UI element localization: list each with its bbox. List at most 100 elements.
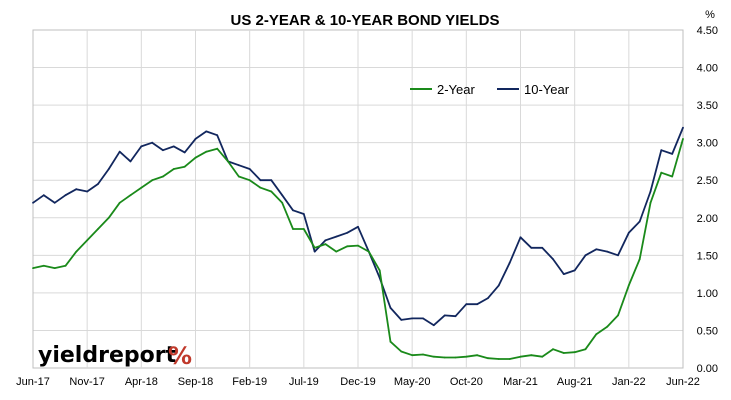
data-point-2-year <box>129 194 132 197</box>
y-tick-label: 1.00 <box>697 288 718 300</box>
data-point-2-year <box>194 156 197 159</box>
data-point-2-year <box>281 201 284 204</box>
data-point-10-year <box>562 273 565 275</box>
data-point-2-year <box>292 228 294 230</box>
data-point-2-year <box>183 165 186 168</box>
legend-label-10-year: 10-Year <box>524 82 570 97</box>
data-point-2-year <box>530 354 533 357</box>
data-point-2-year <box>75 250 78 253</box>
data-point-2-year <box>465 355 468 358</box>
data-point-10-year <box>129 160 132 163</box>
data-point-10-year <box>357 225 359 228</box>
data-point-10-year <box>595 248 598 251</box>
data-point-10-year <box>270 179 273 182</box>
data-point-10-year <box>42 194 45 197</box>
legend-label-2-year: 2-Year <box>437 82 475 97</box>
data-point-10-year <box>346 231 349 234</box>
data-point-2-year <box>487 357 489 360</box>
data-point-2-year <box>671 175 674 178</box>
data-point-10-year <box>649 190 652 193</box>
data-point-2-year <box>638 258 641 260</box>
data-point-10-year <box>638 220 641 223</box>
x-tick-label: Apr-18 <box>125 376 158 388</box>
data-point-2-year <box>42 264 45 267</box>
data-point-10-year <box>606 250 609 253</box>
data-point-2-year <box>508 358 511 360</box>
data-point-10-year <box>617 254 619 257</box>
y-tick-label: 4.00 <box>697 63 718 75</box>
data-point-10-year <box>194 138 197 140</box>
data-point-2-year <box>313 246 316 249</box>
data-point-2-year <box>53 267 56 269</box>
x-tick-label: May-20 <box>394 376 431 388</box>
y-tick-label: 0.00 <box>697 363 718 375</box>
data-point-2-year <box>162 175 164 178</box>
data-point-10-year <box>487 297 489 299</box>
data-point-10-year <box>432 324 435 327</box>
series-lines <box>32 126 684 360</box>
data-point-10-year <box>75 188 78 191</box>
data-point-2-year <box>378 269 381 272</box>
data-point-10-year <box>465 303 468 306</box>
x-tick-label: Jul-19 <box>289 376 319 388</box>
data-point-10-year <box>118 150 121 153</box>
data-point-2-year <box>151 179 154 182</box>
chart-title: US 2-YEAR & 10-YEAR BOND YIELDS <box>231 12 500 29</box>
data-point-10-year <box>454 315 457 318</box>
data-point-10-year <box>422 317 424 320</box>
data-point-10-year <box>151 141 154 144</box>
data-point-2-year <box>32 267 34 269</box>
y-tick-label: 1.50 <box>697 250 718 262</box>
logo-percent-icon: % <box>168 342 192 370</box>
data-point-2-year <box>270 190 273 193</box>
data-point-10-year <box>335 235 338 238</box>
data-point-2-year <box>346 245 349 248</box>
data-point-10-year <box>172 145 175 148</box>
data-point-10-year <box>584 254 587 257</box>
data-point-2-year <box>389 340 392 343</box>
data-point-10-year <box>216 134 219 137</box>
y-tick-label: 4.50 <box>697 25 718 37</box>
data-point-10-year <box>140 145 143 148</box>
y-tick-label: 3.50 <box>697 100 718 112</box>
data-point-10-year <box>313 250 316 253</box>
x-tick-label: Aug-21 <box>557 376 592 388</box>
data-point-10-year <box>573 269 576 272</box>
data-point-2-year <box>400 350 403 353</box>
x-axis: Jun-17 Nov-17 Apr-18 Sep-18 Feb-19 Jul-19 Dec-… <box>16 376 700 388</box>
x-tick-label: Nov-17 <box>69 376 104 388</box>
data-point-10-year <box>53 201 56 204</box>
data-point-2-year <box>411 354 414 357</box>
x-tick-label: Dec-19 <box>340 376 375 388</box>
data-point-10-year <box>324 239 327 242</box>
data-point-2-year <box>172 168 175 170</box>
data-point-10-year <box>205 130 208 133</box>
data-point-2-year <box>302 228 305 230</box>
data-point-2-year <box>497 358 500 360</box>
data-point-2-year <box>324 243 327 246</box>
x-tick-label: Sep-18 <box>178 376 213 388</box>
data-point-2-year <box>259 186 262 189</box>
data-point-10-year <box>97 183 99 185</box>
data-point-10-year <box>400 319 403 321</box>
data-point-2-year <box>205 150 208 153</box>
data-point-2-year <box>97 228 99 230</box>
data-point-10-year <box>552 258 554 260</box>
data-point-2-year <box>660 171 663 174</box>
data-point-2-year <box>595 333 598 336</box>
data-point-10-year <box>682 126 684 129</box>
data-point-2-year <box>86 239 89 242</box>
data-point-2-year <box>64 264 67 267</box>
logo-text: yieldreport <box>38 343 177 368</box>
data-point-2-year <box>454 356 457 359</box>
data-point-10-year <box>541 246 544 249</box>
data-point-2-year <box>541 355 544 358</box>
data-point-2-year <box>432 355 435 358</box>
data-point-2-year <box>552 348 554 351</box>
data-point-2-year <box>562 352 565 354</box>
data-point-2-year <box>649 201 652 204</box>
data-point-2-year <box>573 351 576 354</box>
data-point-2-year <box>118 201 121 204</box>
data-point-2-year <box>367 250 370 253</box>
